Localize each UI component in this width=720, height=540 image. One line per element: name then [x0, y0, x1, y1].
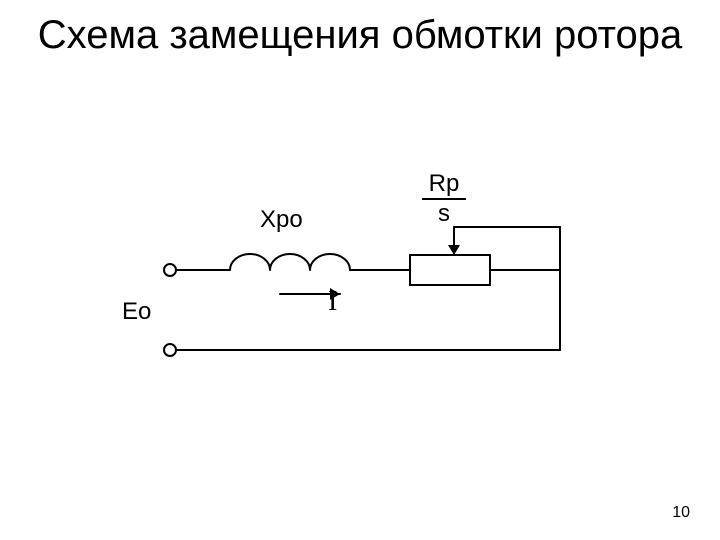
label-rp-denominator: s — [422, 202, 466, 226]
label-current-i: I — [328, 286, 337, 318]
label-eo: Ео — [122, 298, 151, 326]
label-rp-over-s: Rр s — [422, 172, 466, 226]
page-number: 10 — [672, 504, 690, 522]
label-xpo: Хро — [260, 206, 303, 234]
circuit-svg — [130, 180, 590, 400]
label-rp-numerator: Rр — [422, 172, 466, 196]
circuit-diagram: Ео Хро Rр s I — [130, 180, 590, 400]
slide-title: Схема замещения обмотки ротора — [0, 12, 720, 58]
